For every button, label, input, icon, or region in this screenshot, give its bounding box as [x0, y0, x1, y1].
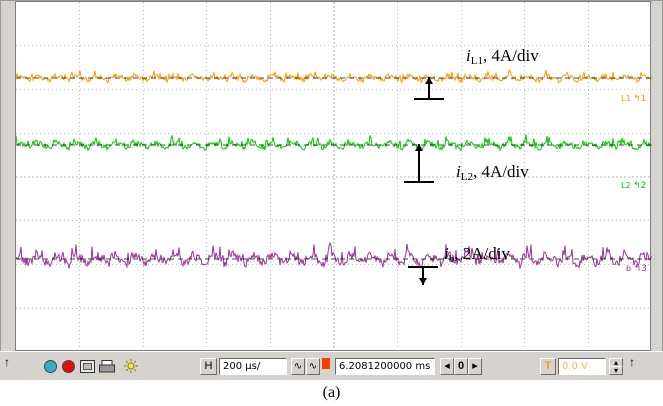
nav-right-button[interactable]: ▸	[468, 358, 482, 375]
position-field[interactable]: 6.2081200000 ms	[335, 358, 435, 375]
waveform-icon[interactable]: ∿	[291, 358, 305, 375]
timebase-button[interactable]: H	[200, 358, 217, 375]
circle-cyan-icon[interactable]	[44, 360, 57, 373]
annotation-ib: ib, 2A/div	[444, 244, 510, 265]
annotation-il1: iL1, 4A/div	[466, 46, 539, 67]
figure-caption: (a)	[322, 384, 341, 401]
channel-tag-l2[interactable]: L2 ↰2	[621, 181, 647, 191]
channel-tag-l1[interactable]: L1 ↰1	[621, 94, 647, 104]
marker-il1-head	[425, 77, 433, 84]
graticule	[16, 2, 652, 352]
waveform-display: iL1, 4A/div iL2, 4A/div ib, 2A/div L1 ↰1…	[15, 1, 652, 352]
oscilloscope-toolbar: ↑ H 200 µs/ ∿ ∿ 6.2081200000 ms ◂ 0 ▸ T …	[0, 351, 663, 380]
trigger-level-field[interactable]: 0.0 V	[558, 358, 606, 375]
scale-markers	[404, 77, 444, 285]
nav-value[interactable]: 0	[454, 358, 468, 375]
trigger-spinner[interactable]: ▴ ▾	[609, 358, 623, 375]
traces	[16, 69, 652, 270]
marker-il2-head	[415, 144, 423, 151]
annotation-il2: iL2, 4A/div	[456, 162, 529, 183]
oscilloscope-window: iL1, 4A/div iL2, 4A/div ib, 2A/div L1 ↰1…	[0, 0, 663, 380]
nav-left-button[interactable]: ◂	[440, 358, 454, 375]
trigger-marker-icon[interactable]	[322, 358, 330, 369]
timebase-field[interactable]: 200 µs/	[219, 358, 287, 375]
trace-ib	[16, 241, 652, 270]
spin-down-button[interactable]: ▾	[609, 366, 623, 375]
pointer-icon[interactable]: ↑	[4, 355, 10, 369]
trigger-pointer-icon[interactable]: ↑	[629, 355, 635, 369]
channel-tag-b[interactable]: b ↰3	[626, 264, 647, 274]
waveform-grid	[16, 2, 652, 352]
circle-red-icon[interactable]	[62, 360, 75, 373]
wave-mode-button[interactable]: ∿	[306, 358, 320, 375]
trigger-button[interactable]: T	[540, 358, 556, 375]
screen-icon[interactable]	[80, 360, 95, 373]
sun-icon[interactable]	[124, 359, 138, 373]
marker-ib-head	[419, 278, 427, 285]
print-icon[interactable]	[99, 360, 115, 373]
